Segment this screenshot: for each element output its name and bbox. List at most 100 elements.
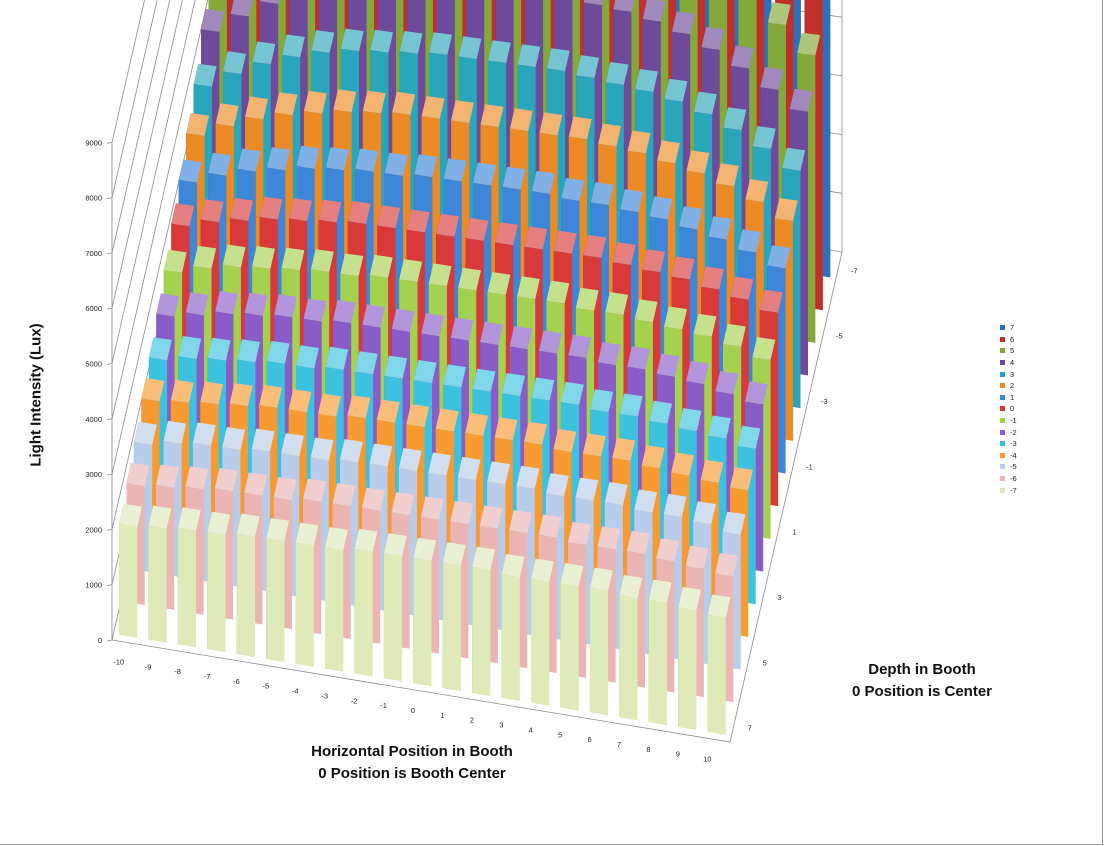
- bar-top: [252, 41, 276, 65]
- bar-top: [715, 371, 739, 395]
- depth-axis-title-line-2: 0 Position is Center: [851, 683, 993, 700]
- bar-top: [502, 373, 525, 397]
- bar-top: [487, 461, 510, 485]
- bar-top: [760, 67, 784, 90]
- y-tick-label: 1000: [85, 581, 102, 590]
- legend-swatch: [1000, 371, 1005, 377]
- bar-top: [723, 107, 747, 131]
- legend-swatch: [1000, 452, 1005, 458]
- bar-top: [509, 326, 533, 350]
- y-tick-label: 7000: [85, 249, 102, 258]
- bar-top: [347, 201, 371, 224]
- bar-top: [627, 130, 651, 154]
- x-tick-label: 7: [617, 740, 621, 749]
- bar-top: [200, 381, 224, 405]
- bar-top: [303, 478, 326, 502]
- bar-top: [266, 518, 289, 542]
- x-axis-title: Horizontal Position in Booth 0 Position …: [311, 741, 513, 785]
- bar-top: [568, 116, 592, 140]
- bar-top: [619, 393, 643, 417]
- bar-top: [539, 112, 563, 136]
- bar-top: [200, 199, 224, 223]
- bar-top: [635, 69, 658, 92]
- bar-top: [288, 389, 312, 413]
- bar-top: [296, 145, 320, 169]
- bar-top: [538, 514, 562, 538]
- bar-top: [333, 89, 357, 113]
- legend-label: 7: [1010, 323, 1015, 333]
- bar-top: [458, 267, 481, 291]
- bar-top: [767, 2, 791, 26]
- bar-top: [597, 526, 621, 550]
- bar-top: [325, 527, 348, 551]
- bar-top: [641, 445, 665, 469]
- bar-top: [370, 29, 394, 53]
- bar-top: [516, 465, 540, 489]
- y-tick-mark: [106, 363, 113, 365]
- legend-item: -6: [1000, 473, 1017, 485]
- bar-top: [495, 222, 518, 246]
- legend-label: 2: [1010, 381, 1015, 391]
- legend-item: 2: [1000, 380, 1017, 392]
- legend-label: -7: [1010, 485, 1017, 495]
- legend-swatch: [1000, 360, 1005, 366]
- bar-top: [245, 96, 268, 120]
- bar-top: [325, 147, 349, 171]
- bar-top: [458, 36, 482, 59]
- bar-top: [700, 459, 724, 483]
- bar-top: [355, 148, 379, 172]
- bar-top: [694, 91, 717, 115]
- x-tick-label: 6: [587, 735, 591, 744]
- bar-top: [156, 293, 180, 317]
- depth-tick-label: -7: [851, 266, 858, 275]
- bar-top: [531, 558, 554, 582]
- bar-top: [590, 389, 614, 413]
- bar-top: [479, 505, 503, 529]
- bar-front: [119, 524, 138, 638]
- bar-front: [531, 578, 550, 706]
- bar-top: [318, 199, 342, 223]
- legend-swatch: [1000, 325, 1005, 331]
- bar-top: [619, 575, 643, 599]
- bar-front: [383, 553, 403, 682]
- bar: [560, 563, 584, 711]
- bar-top: [406, 404, 430, 427]
- bar-top: [186, 113, 210, 136]
- bar-top: [421, 313, 445, 337]
- bar-top: [266, 340, 290, 364]
- legend-swatch: [1000, 383, 1005, 389]
- legend-label: 6: [1010, 334, 1015, 344]
- bar-front: [707, 614, 726, 735]
- legend-item: -2: [1000, 426, 1017, 438]
- depth-tick-label: 3: [778, 593, 782, 602]
- bar-top: [222, 427, 246, 450]
- legend-label: -1: [1010, 416, 1017, 426]
- bar-top: [767, 245, 791, 269]
- bar-top: [649, 196, 673, 220]
- bar-top: [178, 159, 202, 183]
- bar-top: [201, 8, 224, 32]
- bar-top: [340, 253, 364, 277]
- bar-top: [583, 0, 604, 5]
- y-tick-mark: [106, 473, 113, 476]
- bar-top: [222, 244, 246, 268]
- bar-top: [568, 334, 592, 358]
- bar-top: [223, 51, 246, 75]
- bar-top: [707, 594, 731, 618]
- bar-top: [443, 158, 467, 182]
- legend-label: 0: [1010, 404, 1015, 414]
- bar-top: [354, 528, 378, 552]
- bar-top: [244, 292, 268, 316]
- bar-top: [457, 456, 481, 480]
- bar-top: [207, 511, 231, 535]
- bar-top: [229, 383, 253, 407]
- bar-top: [369, 254, 393, 278]
- legend-item: -4: [1000, 450, 1017, 462]
- bar-front: [354, 549, 373, 677]
- bar-top: [604, 482, 628, 506]
- bar-front: [266, 538, 285, 662]
- bar-top: [672, 11, 695, 35]
- bar-top: [273, 477, 297, 500]
- bar-top: [148, 337, 172, 361]
- bar-top: [546, 280, 570, 304]
